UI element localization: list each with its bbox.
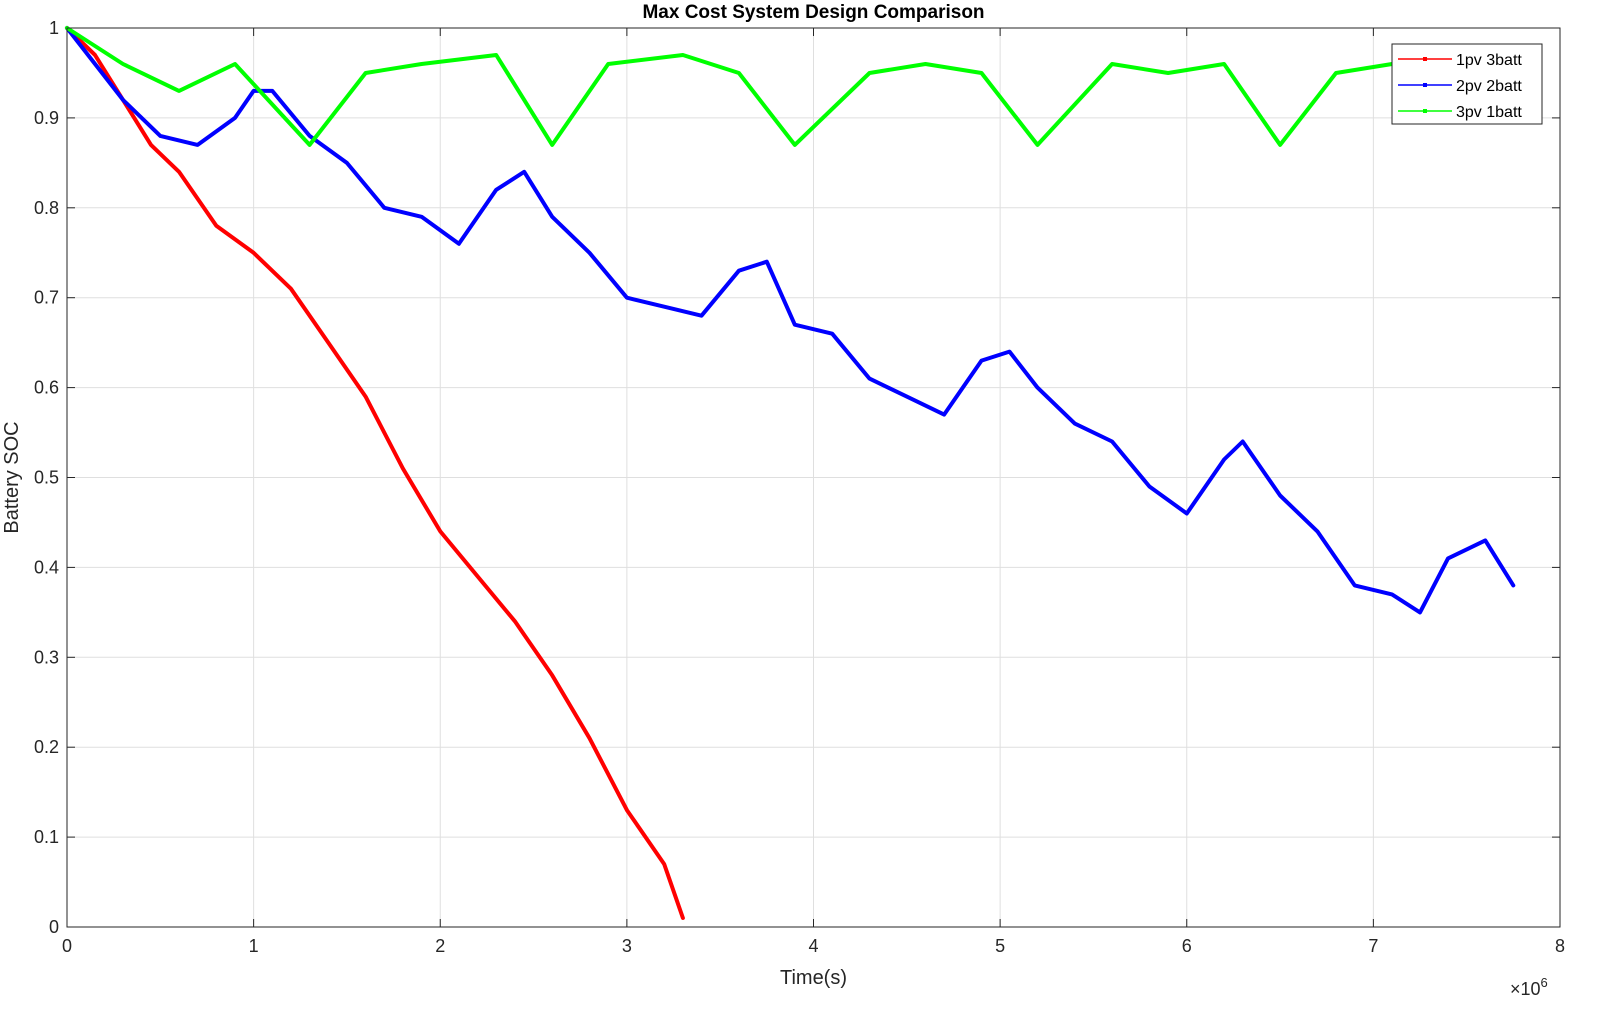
- y-tick-label: 0.7: [34, 288, 59, 308]
- legend-label: 3pv 1batt: [1456, 104, 1522, 121]
- series-lines: [65, 26, 1516, 920]
- y-axis-label: Battery SOC: [1, 421, 23, 533]
- y-tick-label: 0.2: [34, 737, 59, 757]
- y-tick-label: 0.4: [34, 557, 59, 577]
- x-axis-label: Time(s): [780, 967, 847, 989]
- grid-lines: [66, 27, 1561, 928]
- legend[interactable]: 1pv 3batt 2pv 2batt 3pv 1batt: [1391, 43, 1543, 125]
- chart-title: Max Cost System Design Comparison: [642, 2, 984, 23]
- x-axis-exponent-power: 6: [1541, 975, 1548, 990]
- legend-label: 2pv 2batt: [1456, 78, 1522, 95]
- y-tick-label: 0.3: [34, 647, 59, 667]
- y-tick-label: 0.6: [34, 378, 59, 398]
- x-tick-label: 6: [1182, 936, 1192, 956]
- x-axis-exponent-base: ×10: [1510, 979, 1541, 999]
- legend-swatch-marker: [1423, 57, 1427, 61]
- x-tick-label: 4: [808, 936, 818, 956]
- series-line-3: [65, 26, 1506, 147]
- x-tick-label: 3: [622, 936, 632, 956]
- series-line-1: [65, 26, 685, 920]
- x-tick-label: 0: [62, 936, 72, 956]
- y-tick-label: 1: [49, 18, 59, 38]
- x-tick-label: 5: [995, 936, 1005, 956]
- x-tick-label: 8: [1555, 936, 1565, 956]
- x-tick-label: 1: [249, 936, 259, 956]
- x-tick-label: 2: [435, 936, 445, 956]
- y-tick-label: 0: [49, 917, 59, 937]
- y-tick-label: 0.8: [34, 198, 59, 218]
- x-axis-exponent: ×106: [1510, 975, 1548, 999]
- legend-label: 1pv 3batt: [1456, 52, 1522, 69]
- legend-entries: 1pv 3batt 2pv 2batt 3pv 1batt: [1398, 52, 1522, 121]
- y-tick-label: 0.1: [34, 827, 59, 847]
- series-line-2: [65, 26, 1516, 615]
- legend-swatch-marker: [1423, 83, 1427, 87]
- axis-ticks: 0 1 2 3 4 5 6 7 8 0 0.1 0.2 0.3 0.4 0.5 0.6 0.7 0.8 0.9 1: [34, 18, 1565, 956]
- x-tick-label: 7: [1368, 936, 1378, 956]
- y-tick-label: 0.5: [34, 468, 59, 488]
- legend-swatch-marker: [1423, 109, 1427, 113]
- y-tick-label: 0.9: [34, 108, 59, 128]
